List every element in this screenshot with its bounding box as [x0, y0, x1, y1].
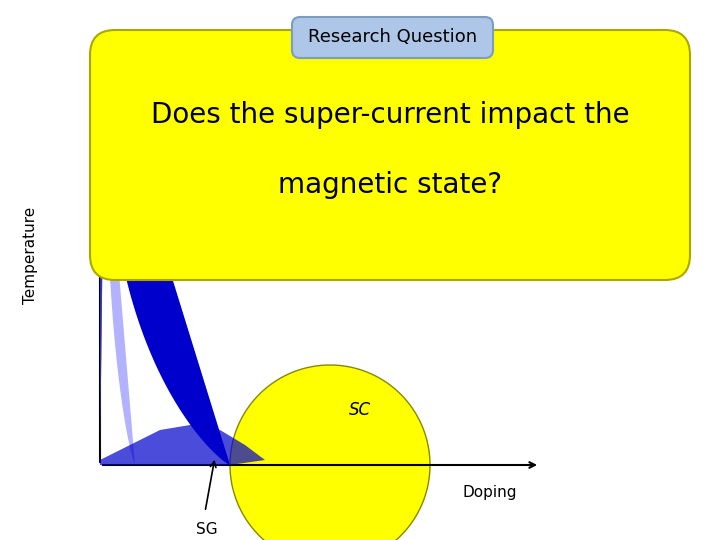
Text: magnetic state?: magnetic state? — [278, 171, 502, 199]
Text: SC: SC — [349, 401, 371, 419]
Polygon shape — [100, 45, 135, 465]
FancyBboxPatch shape — [90, 30, 690, 280]
Text: Does the super-current impact the: Does the super-current impact the — [150, 101, 629, 129]
Polygon shape — [230, 365, 430, 540]
Text: Doping: Doping — [463, 485, 517, 500]
Text: Research Question: Research Question — [308, 29, 477, 46]
Text: AFM: AFM — [150, 226, 188, 244]
Polygon shape — [100, 425, 265, 465]
Polygon shape — [100, 45, 230, 465]
FancyBboxPatch shape — [292, 17, 493, 58]
Text: SG: SG — [196, 522, 218, 537]
Text: Temperature: Temperature — [22, 206, 37, 303]
